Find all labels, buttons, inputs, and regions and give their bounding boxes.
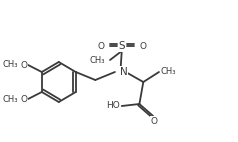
Text: O: O	[20, 60, 27, 69]
Text: O: O	[151, 116, 158, 126]
Text: S: S	[119, 41, 125, 51]
Text: CH₃: CH₃	[3, 95, 18, 104]
Text: HO: HO	[106, 102, 120, 110]
Text: CH₃: CH₃	[161, 66, 176, 76]
Text: N: N	[120, 67, 128, 77]
Text: CH₃: CH₃	[3, 60, 18, 69]
Text: O: O	[97, 41, 104, 51]
Text: O: O	[139, 41, 146, 51]
Text: CH₃: CH₃	[90, 56, 105, 64]
Text: O: O	[20, 94, 27, 104]
